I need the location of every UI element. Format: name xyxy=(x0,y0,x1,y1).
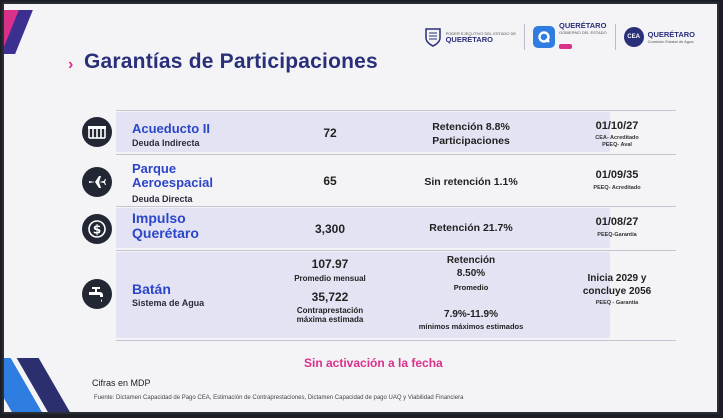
row-amount: 3,300 xyxy=(314,222,346,236)
row-name: Parque Aeroespacial xyxy=(132,161,213,190)
row-date: 01/09/35 xyxy=(595,169,639,181)
row-band-impulso xyxy=(116,208,610,248)
logo-strip: PODER EJECUTIVO DEL ESTADO DE QUERÉTARO … xyxy=(424,22,695,53)
row-name: Batán xyxy=(132,281,171,297)
state-seal-icon xyxy=(424,28,441,48)
row-amount-max: 35,722 xyxy=(311,290,349,304)
row-amount-monthly: 107.97 xyxy=(311,257,349,271)
row-retention: Retención 8.8% Participaciones xyxy=(432,121,510,147)
slide: › Garantías de Participaciones PODER EJE… xyxy=(4,4,717,412)
row-divider xyxy=(116,340,676,341)
cea-logo: CEA QUERÉTARO Comisión Estatal de Agua xyxy=(623,27,695,48)
row-band-acueducto xyxy=(116,112,610,152)
row-divider xyxy=(116,154,676,155)
row-date: 01/08/27 xyxy=(595,216,639,228)
row-amount-monthly-label: Promedio mensual xyxy=(294,274,366,283)
aqueduct-icon xyxy=(82,117,112,147)
brand-tag xyxy=(559,43,572,49)
row-retention: Retención 21.7% xyxy=(429,222,513,234)
row-subtitle: Sistema de Agua xyxy=(132,298,205,308)
row-notes: CEA- Acreditado PEEQ- Aval xyxy=(595,135,639,148)
row-range: 7.9%-11.9% xyxy=(444,309,498,320)
slide-title: Garantías de Participaciones xyxy=(84,50,378,73)
row-name: Acueducto II xyxy=(132,121,211,136)
row-amount-max-label: Contraprestación máxima estimada xyxy=(296,306,364,324)
row-subtitle: Deuda Directa xyxy=(132,194,193,204)
logo-divider xyxy=(524,24,526,51)
row-retention: Sin retención 1.1% xyxy=(424,176,518,188)
cea-badge-icon: CEA xyxy=(623,27,644,48)
row-amount: 65 xyxy=(323,174,337,188)
airplane-icon xyxy=(82,167,112,197)
row-divider xyxy=(116,206,676,207)
row-notes: PEEQ- Acreditado xyxy=(593,185,641,191)
row-divider xyxy=(116,110,676,111)
row-notes: PEEQ - Garantía xyxy=(595,300,639,306)
q-brand-icon xyxy=(533,26,556,49)
row-range-label: mínimos máximos estimados xyxy=(418,322,524,331)
row-retention: Retención 8.50% xyxy=(446,255,496,279)
row-band-batan xyxy=(116,252,610,338)
row-date: 01/10/27 xyxy=(595,120,639,132)
source-note: Fuente: Dictamen Capacidad de Pago CEA, … xyxy=(94,395,464,401)
row-name: Impulso Querétaro xyxy=(132,210,199,241)
svg-text:$: $ xyxy=(93,223,101,237)
faucet-icon xyxy=(82,279,112,309)
row-notes: PEEQ-Garantía xyxy=(597,232,637,238)
row-subtitle: Deuda Indirecta xyxy=(132,138,200,148)
logo-divider xyxy=(614,24,616,51)
row-divider xyxy=(116,250,676,251)
units-note: Cifras en MDP xyxy=(92,378,151,388)
row-retention-label: Promedio xyxy=(453,283,489,292)
row-term: Inicia 2029 y concluye 2056 xyxy=(582,273,652,297)
status-text: Sin activación a la fecha xyxy=(304,356,443,370)
row-amount: 72 xyxy=(323,126,337,140)
chevron-right-icon: › xyxy=(68,56,74,73)
brand-logo: QUERÉTARO GOBIERNO DEL ESTADO xyxy=(533,22,607,53)
state-logo: PODER EJECUTIVO DEL ESTADO DE QUERÉTARO xyxy=(424,27,516,48)
dollar-coin-icon: $ xyxy=(82,214,112,244)
